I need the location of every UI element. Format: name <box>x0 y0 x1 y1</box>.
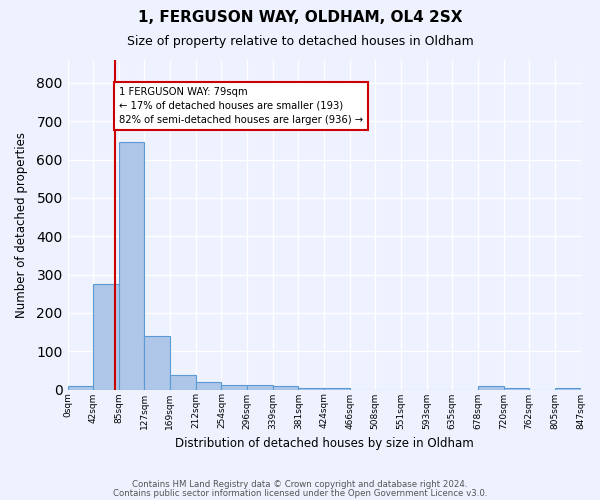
Text: Contains public sector information licensed under the Open Government Licence v3: Contains public sector information licen… <box>113 488 487 498</box>
Text: 1, FERGUSON WAY, OLDHAM, OL4 2SX: 1, FERGUSON WAY, OLDHAM, OL4 2SX <box>138 10 462 25</box>
Bar <box>247 386 273 390</box>
Bar <box>119 142 145 390</box>
Bar <box>298 388 325 390</box>
Bar <box>555 388 581 390</box>
Bar <box>325 388 350 390</box>
Bar <box>68 386 93 390</box>
X-axis label: Distribution of detached houses by size in Oldham: Distribution of detached houses by size … <box>175 437 473 450</box>
Bar <box>478 386 503 390</box>
Text: Contains HM Land Registry data © Crown copyright and database right 2024.: Contains HM Land Registry data © Crown c… <box>132 480 468 489</box>
Bar <box>196 382 221 390</box>
Bar <box>93 284 119 390</box>
Bar <box>145 336 170 390</box>
Bar <box>503 388 529 390</box>
Y-axis label: Number of detached properties: Number of detached properties <box>15 132 28 318</box>
Bar <box>221 384 247 390</box>
Text: Size of property relative to detached houses in Oldham: Size of property relative to detached ho… <box>127 35 473 48</box>
Text: 1 FERGUSON WAY: 79sqm
← 17% of detached houses are smaller (193)
82% of semi-det: 1 FERGUSON WAY: 79sqm ← 17% of detached … <box>119 87 363 125</box>
Bar <box>170 376 196 390</box>
Bar <box>273 386 298 390</box>
